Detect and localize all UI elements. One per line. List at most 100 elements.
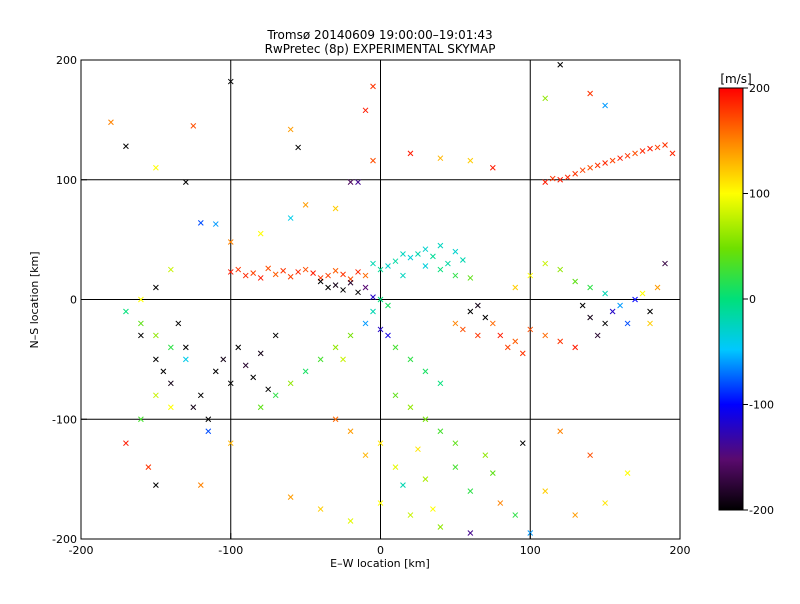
data-point xyxy=(654,144,661,151)
data-point xyxy=(527,272,534,279)
data-point xyxy=(572,512,579,518)
data-point xyxy=(445,260,451,267)
data-point xyxy=(280,267,287,274)
data-point xyxy=(647,145,653,152)
data-point xyxy=(430,253,436,260)
data-point xyxy=(235,344,242,351)
data-point xyxy=(519,440,526,447)
data-point xyxy=(250,374,257,381)
data-point xyxy=(190,123,197,129)
data-point xyxy=(332,267,339,274)
data-point xyxy=(340,287,346,293)
data-point xyxy=(153,284,159,291)
data-point xyxy=(377,440,384,447)
data-point xyxy=(572,170,579,177)
data-point xyxy=(489,164,496,171)
data-point xyxy=(153,392,159,399)
data-point xyxy=(302,266,309,273)
y-tick-label: 200 xyxy=(56,54,77,67)
data-point xyxy=(624,470,631,476)
data-point xyxy=(422,476,429,482)
data-point xyxy=(287,494,294,500)
data-point xyxy=(602,102,608,109)
data-point xyxy=(452,464,459,471)
data-point xyxy=(332,344,339,351)
data-point xyxy=(235,266,242,273)
data-point xyxy=(153,332,159,339)
data-point xyxy=(182,344,189,351)
data-point xyxy=(572,344,579,351)
y-axis-label: N–S location [km] xyxy=(28,251,41,348)
data-point xyxy=(467,488,474,494)
data-point xyxy=(452,248,459,255)
data-point xyxy=(557,338,564,345)
colorbar-ticks: 200 100 0 -100 -200 xyxy=(743,82,774,517)
data-point xyxy=(624,320,631,327)
x-tick-label: 200 xyxy=(670,544,691,557)
data-point xyxy=(182,356,189,363)
data-point xyxy=(145,464,152,471)
data-point xyxy=(602,320,608,327)
colorbar-tick-label: 0 xyxy=(749,293,756,306)
data-point xyxy=(190,404,197,411)
data-point xyxy=(287,126,294,133)
data-point xyxy=(587,90,594,97)
x-tick-label: 0 xyxy=(377,544,384,557)
data-point xyxy=(362,272,369,279)
data-point xyxy=(347,428,354,435)
data-point xyxy=(295,269,301,275)
data-point xyxy=(317,506,324,512)
data-point xyxy=(153,164,159,171)
data-point xyxy=(377,266,384,273)
data-point xyxy=(407,404,414,411)
data-point xyxy=(557,428,564,435)
data-point xyxy=(542,95,549,102)
data-point xyxy=(662,142,668,148)
data-point xyxy=(377,296,384,303)
data-point xyxy=(587,314,594,321)
data-point xyxy=(370,157,376,164)
data-point xyxy=(167,380,174,387)
data-point xyxy=(153,356,159,363)
data-point xyxy=(542,332,549,339)
data-point xyxy=(639,290,646,297)
data-point xyxy=(265,386,272,393)
data-point xyxy=(385,332,391,339)
data-point xyxy=(385,302,391,309)
data-point xyxy=(452,440,459,447)
data-points xyxy=(108,61,676,536)
data-point xyxy=(123,308,129,315)
data-point xyxy=(227,78,234,85)
data-point xyxy=(370,294,376,300)
data-point xyxy=(138,296,144,303)
data-point xyxy=(227,380,234,387)
data-point xyxy=(265,265,272,272)
data-point xyxy=(437,266,444,273)
data-point xyxy=(227,239,234,245)
data-point xyxy=(647,308,653,315)
data-point xyxy=(497,500,504,506)
data-point xyxy=(400,251,406,257)
data-point xyxy=(407,512,414,518)
data-point xyxy=(370,83,376,90)
data-point xyxy=(579,302,586,309)
data-point xyxy=(138,332,144,339)
data-point xyxy=(332,205,339,212)
data-point xyxy=(669,150,676,157)
data-point xyxy=(392,392,399,399)
data-point xyxy=(197,220,204,226)
colorbar-tick-label: 200 xyxy=(749,82,770,95)
data-point xyxy=(392,258,399,265)
y-axis-ticks: -200 -100 0 100 200 xyxy=(52,54,87,546)
data-point xyxy=(362,284,369,291)
data-point xyxy=(123,143,129,150)
data-point xyxy=(108,119,114,126)
data-point xyxy=(317,356,324,363)
data-point xyxy=(153,482,159,488)
x-tick-label: -100 xyxy=(218,544,243,557)
data-point xyxy=(167,266,174,273)
chart-subtitle: RwPretec (8p) EXPERIMENTAL SKYMAP xyxy=(265,42,496,56)
data-point xyxy=(407,356,414,363)
data-point xyxy=(504,344,511,351)
